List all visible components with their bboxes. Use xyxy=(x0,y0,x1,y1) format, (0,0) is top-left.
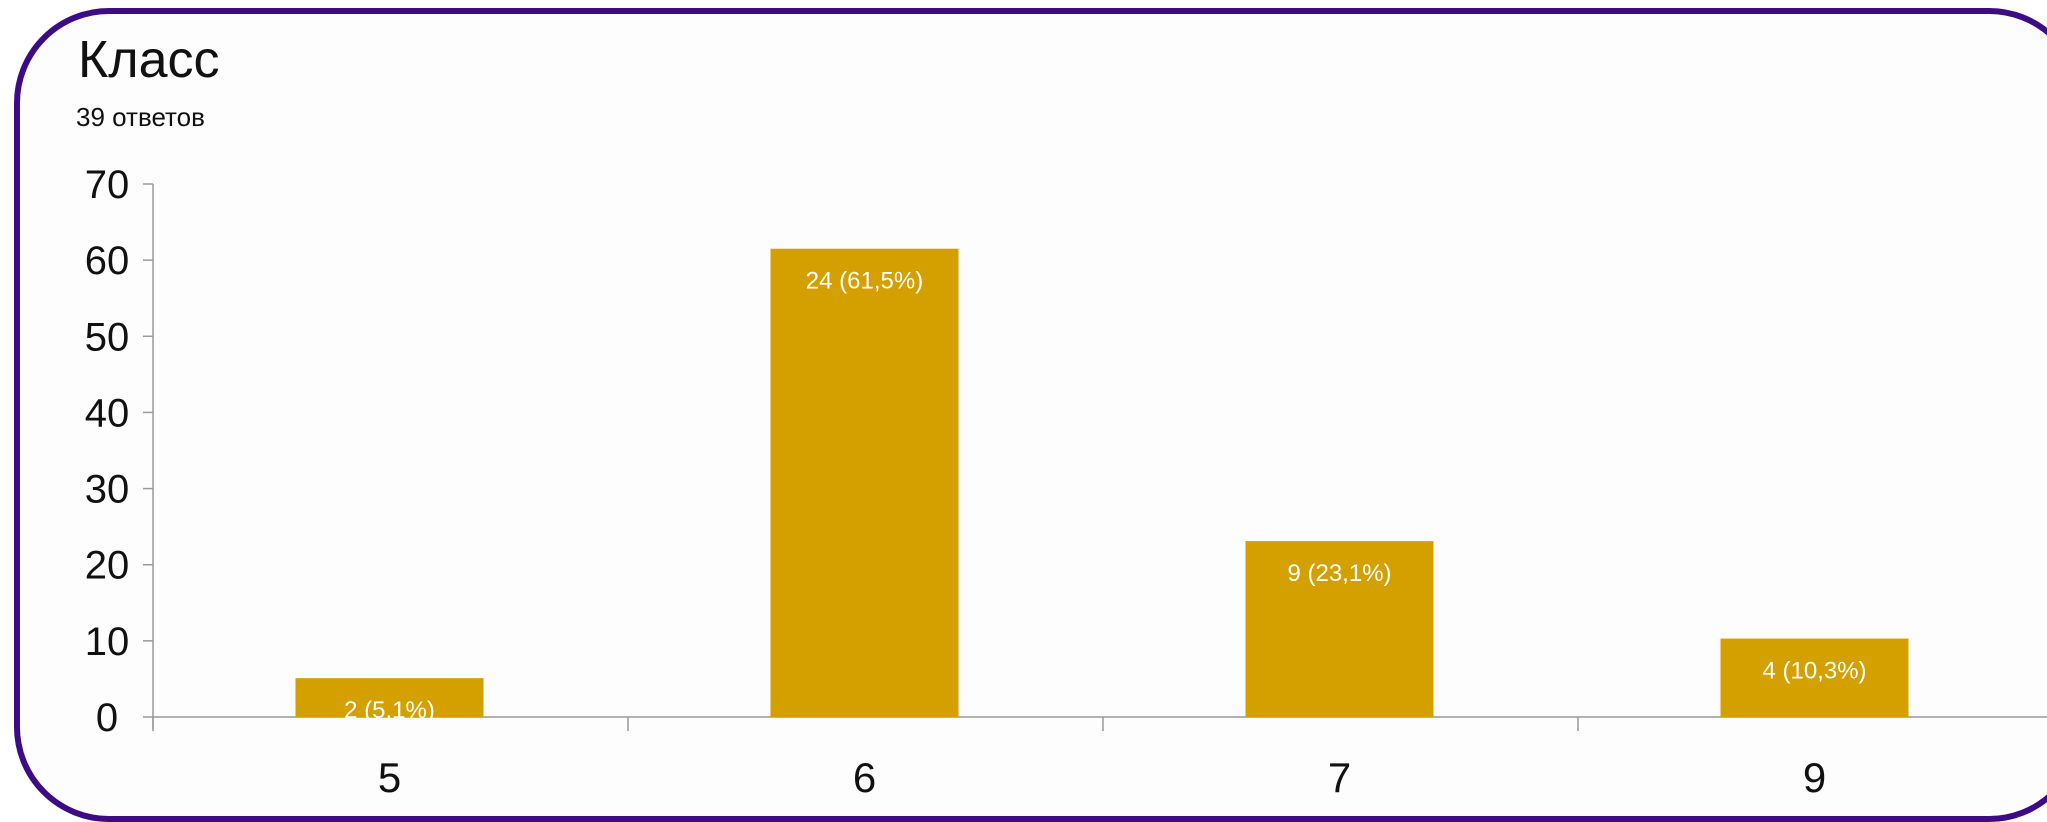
y-tick-label: 50 xyxy=(85,315,130,359)
data-label: 2 (5,1%) xyxy=(344,697,435,724)
y-tick-label: 20 xyxy=(85,544,130,588)
x-tick-label: 6 xyxy=(853,754,876,801)
x-tick-label: 9 xyxy=(1803,754,1826,801)
data-label: 24 (61,5%) xyxy=(806,268,923,295)
y-tick-label: 30 xyxy=(85,468,130,512)
chart-bars xyxy=(295,248,1909,717)
bar xyxy=(770,248,959,717)
y-tick-label: 0 xyxy=(96,696,118,740)
y-tick-label: 40 xyxy=(85,391,130,435)
bar xyxy=(1720,638,1909,717)
data-label: 9 (23,1%) xyxy=(1287,560,1391,587)
x-tick-label: 5 xyxy=(378,754,401,801)
chart-title: Класс xyxy=(78,31,220,89)
bar xyxy=(1245,541,1434,717)
chart-labels: 5 2 (5,1%) 6 24 (61,5%) 7 9 (23,1%) 9 4 (10,3%) xyxy=(344,268,1866,801)
x-tick-label: 7 xyxy=(1328,754,1351,801)
data-label: 4 (10,3%) xyxy=(1762,658,1866,685)
y-tick-label: 70 xyxy=(85,163,130,207)
y-tick-label: 10 xyxy=(85,620,130,664)
response-count: 39 ответов xyxy=(76,102,205,132)
bar xyxy=(295,678,484,717)
y-tick-label: 60 xyxy=(85,239,130,283)
